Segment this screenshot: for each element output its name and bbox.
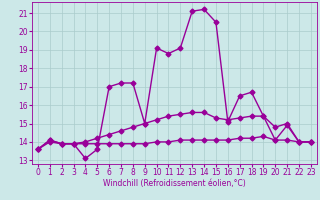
X-axis label: Windchill (Refroidissement éolien,°C): Windchill (Refroidissement éolien,°C)	[103, 179, 246, 188]
